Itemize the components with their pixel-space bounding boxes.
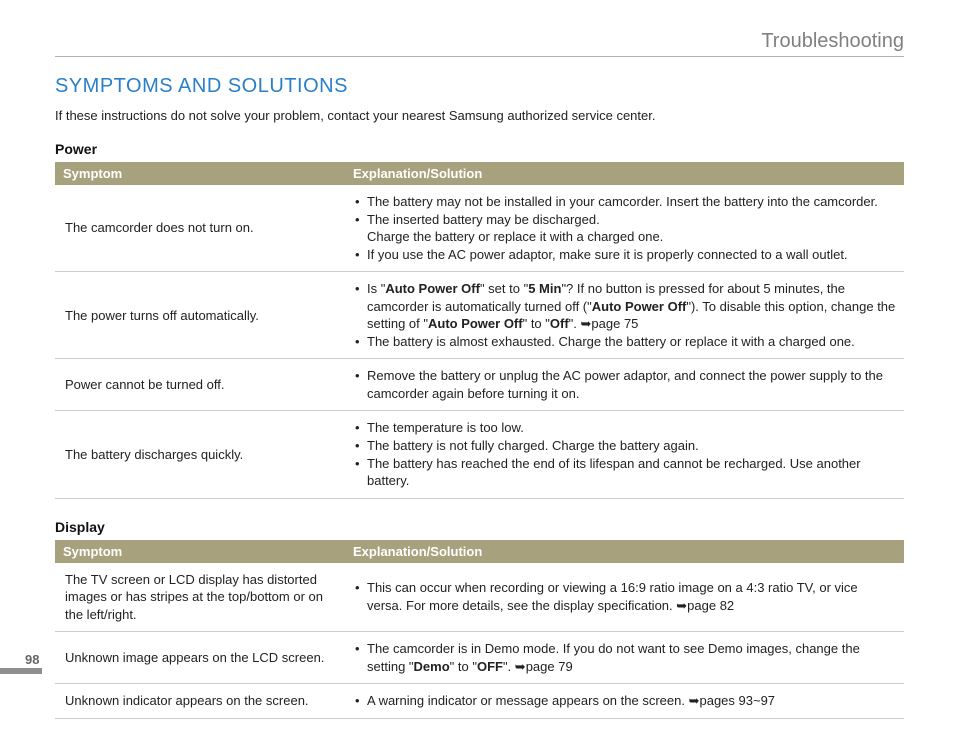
table-header-solution: Explanation/Solution: [345, 162, 904, 185]
symptom-cell: The battery discharges quickly.: [55, 411, 345, 498]
solution-bullet: Is "Auto Power Off" set to "5 Min"? If n…: [353, 280, 896, 333]
solution-bullet: The temperature is too low.: [353, 419, 896, 437]
solution-bullet: The battery is almost exhausted. Charge …: [353, 333, 896, 351]
solution-cell: The camcorder is in Demo mode. If you do…: [345, 632, 904, 684]
table-row: The power turns off automatically.Is "Au…: [55, 272, 904, 359]
solution-bullet: If you use the AC power adaptor, make su…: [353, 246, 896, 264]
main-heading: SYMPTOMS AND SOLUTIONS: [55, 75, 904, 98]
solution-cell: Remove the battery or unplug the AC powe…: [345, 359, 904, 411]
solution-cell: The temperature is too low.The battery i…: [345, 411, 904, 498]
solution-bullet: The battery has reached the end of its l…: [353, 455, 896, 490]
symptom-cell: Power cannot be turned off.: [55, 359, 345, 411]
troubleshooting-table: SymptomExplanation/SolutionThe TV screen…: [55, 540, 904, 719]
solution-bullet: Remove the battery or unplug the AC powe…: [353, 367, 896, 402]
solution-cell: A warning indicator or message appears o…: [345, 684, 904, 719]
page-number: 98: [25, 652, 39, 667]
solution-bullet: The inserted battery may be discharged.C…: [353, 211, 896, 246]
solution-bullet: This can occur when recording or viewing…: [353, 579, 896, 614]
symptom-cell: Unknown image appears on the LCD screen.: [55, 632, 345, 684]
symptom-cell: The power turns off automatically.: [55, 272, 345, 359]
table-header-symptom: Symptom: [55, 162, 345, 185]
table-row: The battery discharges quickly.The tempe…: [55, 411, 904, 498]
solution-bullet: The battery is not fully charged. Charge…: [353, 437, 896, 455]
solution-cell: This can occur when recording or viewing…: [345, 563, 904, 632]
section-heading: Display: [55, 519, 904, 535]
table-row: The camcorder does not turn on. The batte…: [55, 185, 904, 272]
section-heading: Power: [55, 141, 904, 157]
table-row: Unknown indicator appears on the screen.…: [55, 684, 904, 719]
troubleshooting-table: SymptomExplanation/SolutionThe camcorder…: [55, 162, 904, 499]
symptom-cell: Unknown indicator appears on the screen.: [55, 684, 345, 719]
table-row: The TV screen or LCD display has distort…: [55, 563, 904, 632]
header-rule: [55, 56, 904, 57]
page-side-tab: [0, 668, 42, 674]
symptom-cell: The TV screen or LCD display has distort…: [55, 563, 345, 632]
solution-bullet: The battery may not be installed in your…: [353, 193, 896, 211]
intro-text: If these instructions do not solve your …: [55, 108, 904, 123]
table-header-symptom: Symptom: [55, 540, 345, 563]
table-row: Unknown image appears on the LCD screen.…: [55, 632, 904, 684]
solution-cell: The battery may not be installed in your…: [345, 185, 904, 272]
solution-bullet: The camcorder is in Demo mode. If you do…: [353, 640, 896, 675]
solution-cell: Is "Auto Power Off" set to "5 Min"? If n…: [345, 272, 904, 359]
header-section-title: Troubleshooting: [55, 30, 904, 53]
table-row: Power cannot be turned off.Remove the ba…: [55, 359, 904, 411]
solution-bullet: A warning indicator or message appears o…: [353, 692, 896, 710]
table-header-solution: Explanation/Solution: [345, 540, 904, 563]
symptom-cell: The camcorder does not turn on.: [55, 185, 345, 272]
